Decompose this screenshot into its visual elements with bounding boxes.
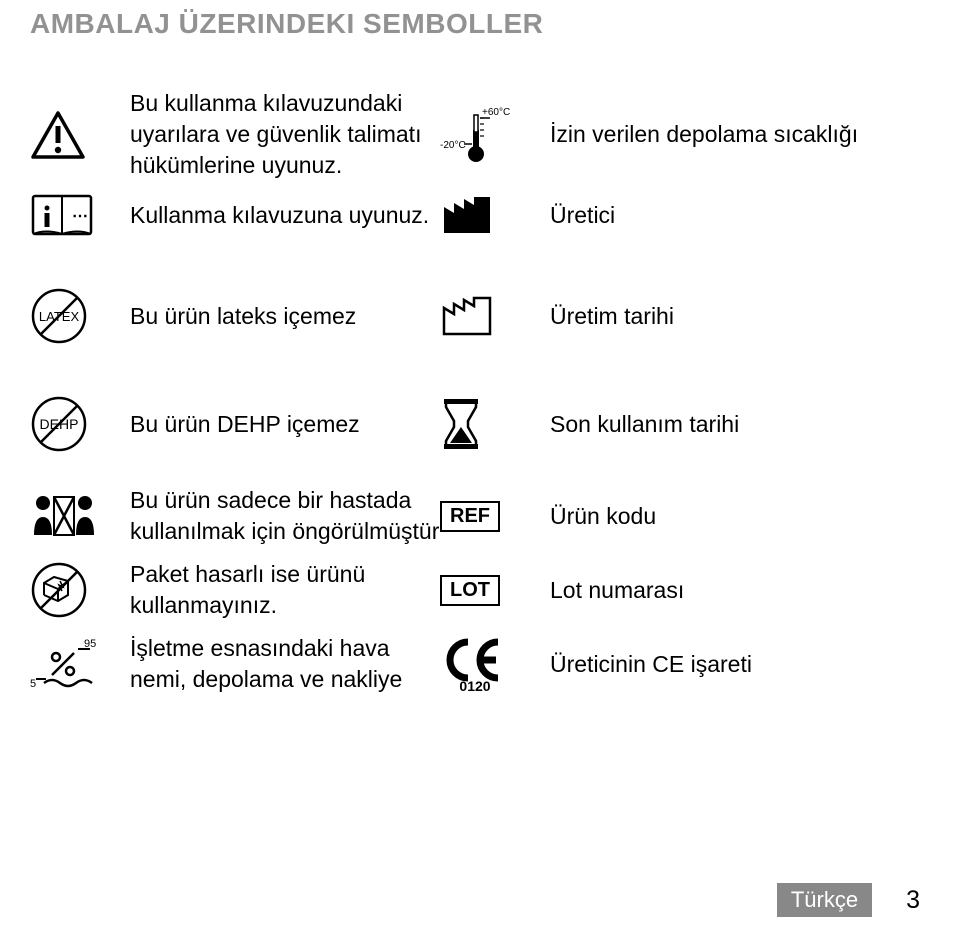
latex-text: Bu ürün lateks içemez <box>130 281 440 351</box>
latex-free-icon: LATEX <box>30 281 130 351</box>
mfg-date-text: Üretim tarihi <box>550 281 900 351</box>
mfg-date-icon <box>440 281 550 351</box>
footer-page-number: 3 <box>906 886 920 915</box>
svg-text:+60°C: +60°C <box>482 107 510 118</box>
single-patient-text: Bu ürün sadece bir hastada kullanılmak i… <box>130 479 440 553</box>
ce-icon: 0120 <box>440 627 550 701</box>
temperature-text: İzin verilen depolama sıcaklığı <box>550 82 900 187</box>
svg-text:⋯: ⋯ <box>72 208 88 225</box>
manufacturer-icon <box>440 187 550 243</box>
temperature-icon: -20°C +60°C <box>440 82 550 187</box>
dehp-text: Bu ürün DEHP içemez <box>130 389 440 459</box>
svg-text:5: 5 <box>30 678 36 690</box>
manual-text: Kullanma kılavuzuna uyunuz. <box>130 187 440 243</box>
single-patient-icon <box>30 479 130 553</box>
lot-icon: LOT <box>440 553 550 627</box>
expiry-icon <box>440 389 550 459</box>
ce-text: Üreticinin CE işareti <box>550 627 900 701</box>
ref-icon: REF <box>440 479 550 553</box>
page-title: AMBALAJ ÜZERINDEKI SEMBOLLER <box>30 8 930 40</box>
svg-text:0120: 0120 <box>459 678 490 692</box>
damaged-package-icon <box>30 553 130 627</box>
manufacturer-text: Üretici <box>550 187 900 243</box>
humidity-icon: 5 95 <box>30 627 130 701</box>
dehp-free-icon: DEHP <box>30 389 130 459</box>
manual-icon: ⋯ <box>30 187 130 243</box>
ref-text: Ürün kodu <box>550 479 900 553</box>
caution-text: Bu kullanma kılavuzundaki uyarılara ve g… <box>130 82 440 187</box>
humidity-text: İşletme esnasındaki hava nemi, depolama … <box>130 627 440 701</box>
lot-text: Lot numarası <box>550 553 900 627</box>
expiry-text: Son kullanım tarihi <box>550 389 900 459</box>
damaged-text: Paket hasarlı ise ürünü kullanmayınız. <box>130 553 440 627</box>
page-footer: Türkçe 3 <box>777 883 920 917</box>
footer-language: Türkçe <box>777 883 872 917</box>
svg-text:-20°C: -20°C <box>440 140 466 151</box>
caution-icon <box>30 82 130 187</box>
